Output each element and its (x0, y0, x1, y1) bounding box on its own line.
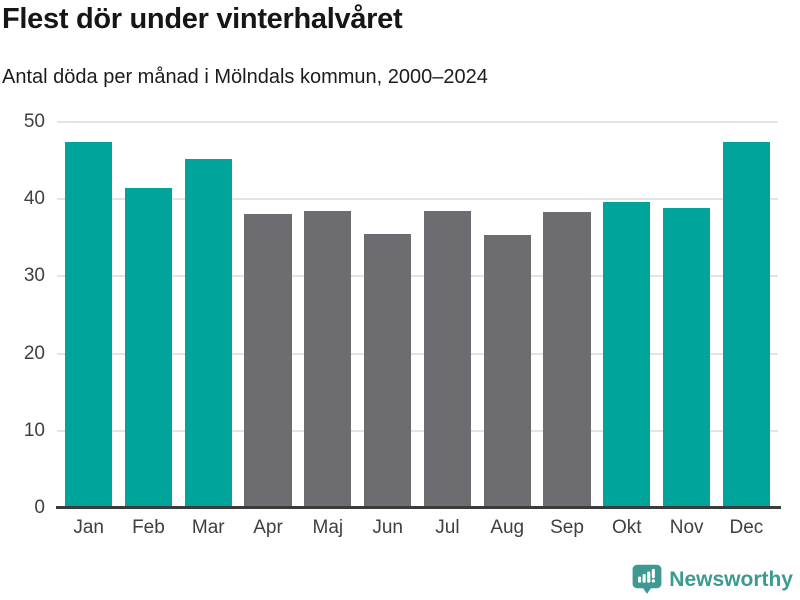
bar-jan (65, 142, 113, 508)
bar-dec (722, 142, 771, 508)
x-tick-label-dec: Dec (729, 517, 764, 538)
x-tick-label-okt: Okt (612, 517, 642, 538)
x-tick-label-apr: Apr (253, 517, 283, 538)
y-tick-label-0: 0 (34, 497, 45, 518)
gridline-30 (57, 275, 778, 278)
bar-nov (662, 207, 711, 508)
x-tick-label-sep: Sep (550, 517, 584, 538)
bar-apr (244, 213, 292, 508)
y-tick-label-20: 20 (23, 342, 45, 364)
y-tick-label-30: 30 (23, 265, 45, 287)
bar-sep (543, 212, 591, 508)
bar-jul (423, 210, 472, 508)
x-tick-label-jul: Jul (435, 517, 460, 538)
bar-maj (304, 210, 352, 508)
brand-footer: Newsworthy (632, 564, 793, 595)
bar-okt (603, 201, 651, 508)
x-tick-label-maj: Maj (312, 517, 344, 538)
x-tick-label-jan: Jan (73, 517, 104, 538)
x-tick-label-jun: Jun (372, 517, 403, 538)
x-axis-labels: Jan Feb Mar Apr Maj Jun Jul Aug Sep Okt Nov Dec (57, 517, 778, 539)
brand-name: Newsworthy (669, 567, 793, 591)
y-tick-label-40: 40 (23, 188, 45, 210)
bar-aug (483, 234, 531, 508)
chart-title: Flest dör under vinterhalvåret (2, 3, 403, 35)
gridline-50 (57, 121, 778, 123)
x-tick-label-mar: Mar (191, 517, 225, 538)
y-tick-label-50: 50 (23, 111, 45, 132)
newsworthy-logo-icon (632, 564, 662, 594)
bar-jun (363, 233, 412, 508)
gridline-40 (57, 198, 778, 201)
x-tick-label-feb: Feb (132, 517, 165, 538)
bars-container (57, 122, 778, 508)
bar-mar (184, 159, 232, 508)
bar-feb (124, 188, 173, 508)
x-tick-label-aug: Aug (490, 517, 525, 538)
chart-subtitle: Antal döda per månad i Mölndals kommun, … (2, 66, 488, 88)
gridline-10 (57, 429, 778, 432)
plot-area: 0 10 20 30 40 50 (24, 111, 781, 518)
x-axis-line (56, 506, 781, 509)
y-tick-label-10: 10 (23, 419, 45, 441)
x-tick-label-nov: Nov (669, 517, 704, 538)
gridline-20 (57, 352, 778, 355)
